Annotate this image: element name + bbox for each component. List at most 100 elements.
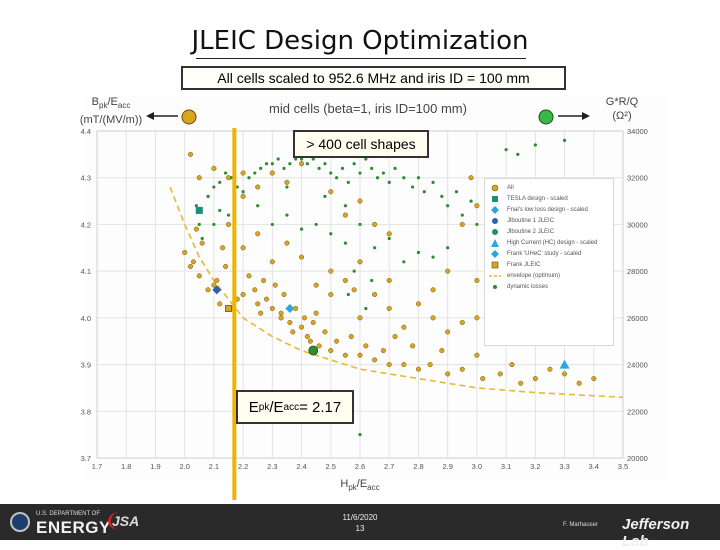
data-point-dynamic <box>358 171 362 175</box>
data-point-dynamic <box>375 176 380 180</box>
data-point-dynamic <box>323 194 327 198</box>
data-point-dynamic <box>446 246 450 250</box>
data-point-all <box>427 362 433 368</box>
data-point-dynamic <box>340 166 345 170</box>
data-point-dynamic <box>516 152 520 156</box>
data-point-dynamic <box>431 255 435 259</box>
y-tick-label-left: 4.3 <box>81 174 91 183</box>
data-point-all <box>240 291 246 298</box>
data-point-all <box>357 259 363 265</box>
data-point-dynamic <box>431 180 435 184</box>
data-point-all <box>509 362 515 368</box>
data-point-dynamic <box>285 213 289 217</box>
data-point-dynamic <box>256 204 260 208</box>
y-tick-label-right: 28000 <box>627 267 648 276</box>
x-tick-label: 2.8 <box>413 462 423 471</box>
data-point-all <box>342 212 348 218</box>
data-point-dynamic <box>229 176 234 180</box>
data-point-all <box>372 291 378 298</box>
data-point-all <box>474 352 480 358</box>
data-point-all <box>386 362 392 368</box>
cell-shapes-note: > 400 cell shapes <box>293 130 429 158</box>
data-point-all <box>284 179 290 185</box>
fnal-marker <box>285 304 295 314</box>
x-tick-label: 2.3 <box>267 462 277 471</box>
data-point-all <box>532 376 538 382</box>
y-tick-label-right: 26000 <box>627 314 648 323</box>
data-point-all <box>258 310 264 316</box>
x-tick-label: 3.0 <box>472 462 482 471</box>
data-point-all <box>310 319 316 326</box>
x-tick-label: 1.9 <box>150 462 160 471</box>
x-tick-label: 2.9 <box>442 462 452 471</box>
data-point-all <box>576 380 582 386</box>
legend-label: TESLA design - scaled <box>507 195 568 202</box>
epk-sub-pk: pk <box>258 401 270 413</box>
data-point-dynamic <box>218 208 222 213</box>
data-point-all <box>348 333 354 340</box>
data-point-all <box>287 319 293 326</box>
data-point-dynamic <box>358 433 362 437</box>
data-point-all <box>217 301 223 307</box>
slide-title: JLEIC Design Optimization <box>191 26 529 56</box>
data-point-all <box>307 338 313 344</box>
legend-marker-icon <box>489 283 501 291</box>
legend-marker-icon <box>489 228 501 236</box>
data-point-dynamic <box>270 222 274 227</box>
data-point-dynamic <box>314 222 318 227</box>
data-point-dynamic <box>454 190 459 194</box>
footer-page-number: 13 <box>355 524 365 533</box>
chart-title: mid cells (beta=1, iris ID=100 mm) <box>269 101 467 116</box>
data-point-dynamic <box>475 222 479 227</box>
data-point-all <box>193 226 199 232</box>
data-point-all <box>328 189 334 195</box>
y-tick-label-left: 4.1 <box>81 267 91 276</box>
data-point-dynamic <box>352 162 356 166</box>
legend-marker-icon <box>489 272 501 280</box>
data-point-all <box>401 362 407 368</box>
hc-design-marker <box>559 359 570 369</box>
data-point-all <box>211 282 217 288</box>
data-point-all <box>415 301 421 307</box>
data-point-dynamic <box>343 204 347 208</box>
data-point-all <box>220 245 226 251</box>
data-point-dynamic <box>346 180 350 184</box>
legend-marker-icon <box>489 205 501 214</box>
data-point-all <box>342 277 348 284</box>
data-point-all <box>474 277 480 284</box>
data-point-dynamic <box>247 176 251 180</box>
data-point-dynamic <box>288 162 292 166</box>
x-tick-label: 2.6 <box>355 462 365 471</box>
data-point-dynamic <box>235 185 239 189</box>
scaling-note-box: All cells scaled to 952.6 MHz and iris I… <box>181 66 566 90</box>
data-point-all <box>255 184 261 190</box>
data-point-all <box>261 277 267 284</box>
legend-label: dynamic losses <box>507 283 549 290</box>
title-underline <box>196 58 526 59</box>
data-point-dynamic <box>226 213 231 217</box>
data-point-all <box>196 175 202 181</box>
data-point-all <box>263 296 270 302</box>
data-point-all <box>299 161 305 167</box>
data-point-all <box>304 333 310 340</box>
jlboutine1-marker <box>212 285 222 295</box>
data-point-dynamic <box>317 166 321 170</box>
data-point-dynamic <box>212 185 216 189</box>
data-point-all <box>410 343 416 349</box>
data-point-dynamic <box>294 157 298 161</box>
legend-item: envelope (optimum) <box>489 270 609 281</box>
data-point-all <box>272 282 278 288</box>
data-point-all <box>474 203 480 209</box>
legend-item: TESLA design - scaled <box>489 193 609 204</box>
x-tick-label: 3.1 <box>501 462 511 471</box>
data-point-dynamic <box>370 278 374 283</box>
data-point-all <box>328 348 334 354</box>
legend-item: Frank 'UHeC' study - scaled <box>489 248 609 259</box>
data-point-all <box>372 357 378 363</box>
data-point-all <box>459 366 465 372</box>
data-point-all <box>269 305 275 312</box>
legend-marker-icon <box>489 184 501 192</box>
legend-item: High Current (HC) design - scaled <box>489 237 609 248</box>
data-point-all <box>445 268 451 274</box>
data-point-all <box>415 366 421 372</box>
